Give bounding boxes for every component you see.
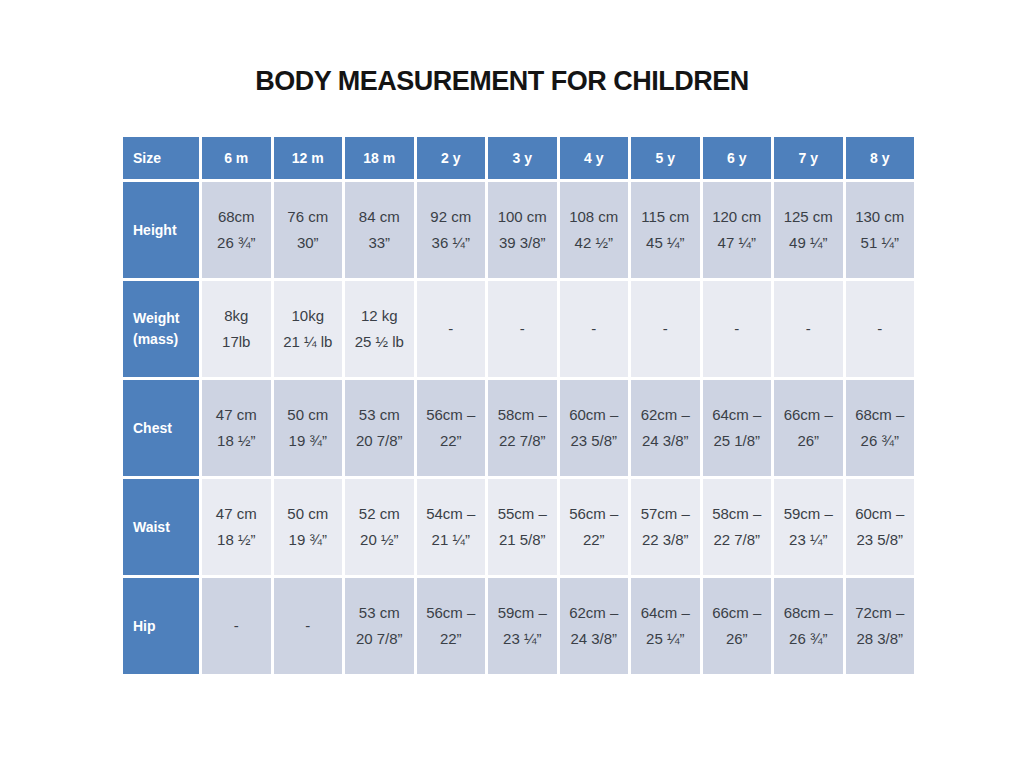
age-header-cell: 5 y: [631, 137, 700, 179]
measurement-cell: -: [488, 281, 557, 377]
measurement-cell: 54cm – 21 ¼”: [417, 479, 486, 575]
measurement-cell: 84 cm 33”: [345, 182, 414, 278]
measurement-cell: 59cm – 23 ¼”: [774, 479, 843, 575]
measurement-cell: 108 cm 42 ½”: [560, 182, 629, 278]
measurement-cell: 10kg 21 ¼ lb: [274, 281, 343, 377]
age-header-cell: 8 y: [846, 137, 915, 179]
measurement-cell: -: [560, 281, 629, 377]
row-label: Weight (mass): [123, 281, 199, 377]
measurement-cell: 72cm – 28 3/8”: [846, 578, 915, 674]
age-header-cell: 3 y: [488, 137, 557, 179]
measurement-cell: 100 cm 39 3/8”: [488, 182, 557, 278]
measurement-cell: -: [774, 281, 843, 377]
measurement-cell: 60cm – 23 5/8”: [846, 479, 915, 575]
measurement-cell: 55cm – 21 5/8”: [488, 479, 557, 575]
age-header-cell: 6 m: [202, 137, 271, 179]
measurement-cell: -: [703, 281, 772, 377]
measurement-cell: -: [417, 281, 486, 377]
measurement-cell: 8kg 17lb: [202, 281, 271, 377]
row-label: Height: [123, 182, 199, 278]
measurement-cell: 59cm – 23 ¼”: [488, 578, 557, 674]
measurement-cell: 56cm – 22”: [417, 578, 486, 674]
measurement-cell: 50 cm 19 ¾”: [274, 380, 343, 476]
age-header-cell: 4 y: [560, 137, 629, 179]
measurement-cell: -: [274, 578, 343, 674]
measurement-cell: 115 cm 45 ¼”: [631, 182, 700, 278]
age-header-cell: 7 y: [774, 137, 843, 179]
measurement-cell: 64cm – 25 1/8”: [703, 380, 772, 476]
age-header-cell: 12 m: [274, 137, 343, 179]
measurement-cell: 62cm – 24 3/8”: [560, 578, 629, 674]
measurement-cell: 12 kg 25 ½ lb: [345, 281, 414, 377]
measurement-cell: 66cm – 26”: [703, 578, 772, 674]
measurement-cell: 57cm – 22 3/8”: [631, 479, 700, 575]
measurement-cell: -: [631, 281, 700, 377]
measurement-table-container: Size6 m12 m18 m2 y3 y4 y5 y6 y7 y8 y Hei…: [120, 134, 917, 677]
measurement-cell: 53 cm 20 7/8”: [345, 380, 414, 476]
table-row: Weight (mass)8kg 17lb10kg 21 ¼ lb12 kg 2…: [123, 281, 914, 377]
measurement-cell: 60cm – 23 5/8”: [560, 380, 629, 476]
table-row: Hip--53 cm 20 7/8”56cm – 22”59cm – 23 ¼”…: [123, 578, 914, 674]
measurement-table: Size6 m12 m18 m2 y3 y4 y5 y6 y7 y8 y Hei…: [120, 134, 917, 677]
age-header-cell: 2 y: [417, 137, 486, 179]
table-body: Height68cm 26 ¾”76 cm 30”84 cm 33”92 cm …: [123, 182, 914, 674]
row-label: Hip: [123, 578, 199, 674]
measurement-cell: 56cm – 22”: [560, 479, 629, 575]
measurement-cell: 53 cm 20 7/8”: [345, 578, 414, 674]
measurement-cell: -: [846, 281, 915, 377]
measurement-cell: 130 cm 51 ¼”: [846, 182, 915, 278]
measurement-cell: 68cm – 26 ¾”: [774, 578, 843, 674]
row-label: Chest: [123, 380, 199, 476]
table-head: Size6 m12 m18 m2 y3 y4 y5 y6 y7 y8 y: [123, 137, 914, 179]
measurement-cell: 120 cm 47 ¼”: [703, 182, 772, 278]
age-header-cell: 6 y: [703, 137, 772, 179]
slide: BODY MEASUREMENT FOR CHILDREN Size6 m12 …: [0, 0, 1024, 769]
measurement-cell: 64cm – 25 ¼”: [631, 578, 700, 674]
page-title: BODY MEASUREMENT FOR CHILDREN: [0, 66, 1004, 97]
table-header-row: Size6 m12 m18 m2 y3 y4 y5 y6 y7 y8 y: [123, 137, 914, 179]
measurement-cell: 125 cm 49 ¼”: [774, 182, 843, 278]
measurement-cell: -: [202, 578, 271, 674]
measurement-cell: 58cm – 22 7/8”: [488, 380, 557, 476]
size-header-cell: Size: [123, 137, 199, 179]
measurement-cell: 58cm – 22 7/8”: [703, 479, 772, 575]
table-row: Waist47 cm 18 ½”50 cm 19 ¾”52 cm 20 ½”54…: [123, 479, 914, 575]
measurement-cell: 52 cm 20 ½”: [345, 479, 414, 575]
measurement-cell: 66cm – 26”: [774, 380, 843, 476]
age-header-cell: 18 m: [345, 137, 414, 179]
measurement-cell: 56cm – 22”: [417, 380, 486, 476]
table-row: Chest47 cm 18 ½”50 cm 19 ¾”53 cm 20 7/8”…: [123, 380, 914, 476]
measurement-cell: 50 cm 19 ¾”: [274, 479, 343, 575]
table-row: Height68cm 26 ¾”76 cm 30”84 cm 33”92 cm …: [123, 182, 914, 278]
measurement-cell: 62cm – 24 3/8”: [631, 380, 700, 476]
row-label: Waist: [123, 479, 199, 575]
measurement-cell: 76 cm 30”: [274, 182, 343, 278]
measurement-cell: 47 cm 18 ½”: [202, 380, 271, 476]
measurement-cell: 92 cm 36 ¼”: [417, 182, 486, 278]
measurement-cell: 47 cm 18 ½”: [202, 479, 271, 575]
measurement-cell: 68cm – 26 ¾”: [846, 380, 915, 476]
measurement-cell: 68cm 26 ¾”: [202, 182, 271, 278]
